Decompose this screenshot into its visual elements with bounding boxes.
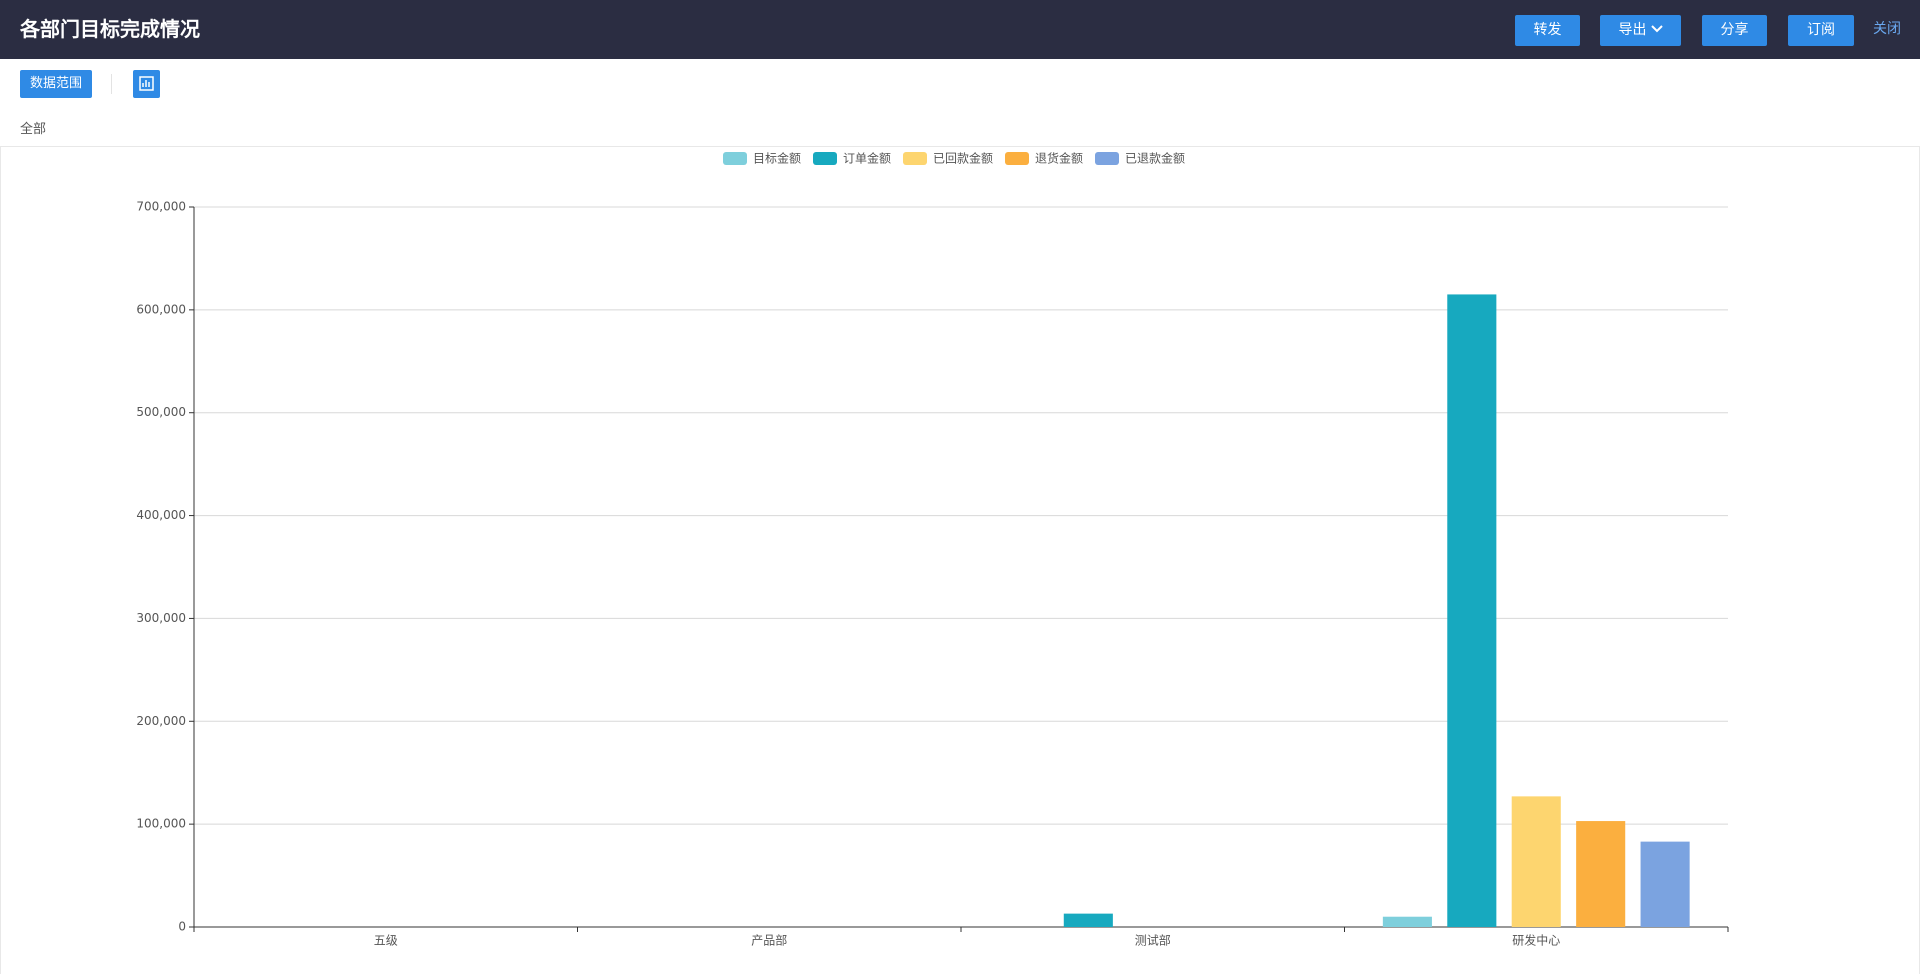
legend-label: 目标金额	[753, 151, 801, 166]
legend-swatch	[903, 152, 927, 165]
legend-label: 已回款金额	[933, 151, 993, 166]
y-tick-label: 0	[178, 920, 186, 934]
legend-label: 订单金额	[843, 151, 891, 166]
y-tick-label: 100,000	[136, 817, 186, 831]
x-tick-label: 测试部	[1135, 933, 1171, 948]
legend-swatch	[813, 152, 837, 165]
x-tick-label: 五级	[374, 934, 398, 948]
close-link[interactable]: 关闭	[1873, 21, 1901, 37]
bar	[1382, 916, 1432, 927]
y-tick-label: 700,000	[136, 200, 186, 214]
legend-swatch	[1095, 152, 1119, 165]
legend-label: 已退款金额	[1125, 151, 1185, 166]
scope-label: 全部	[20, 122, 47, 137]
bar	[1576, 821, 1626, 927]
bar	[1063, 913, 1113, 927]
y-tick-label: 400,000	[136, 508, 186, 522]
legend-swatch	[1005, 152, 1029, 165]
y-tick-label: 500,000	[136, 405, 186, 419]
bar	[1447, 294, 1497, 927]
chart-type-button[interactable]	[133, 70, 160, 98]
subscribe-button[interactable]: 订阅	[1788, 15, 1854, 46]
share-button[interactable]: 分享	[1702, 15, 1767, 46]
chart-icon	[139, 76, 154, 91]
legend-swatch	[723, 152, 747, 165]
chart-panel: 0 100,000 200,000 300,000 400,000 500,000 600,…	[0, 146, 1920, 974]
chevron-icon	[1650, 25, 1663, 33]
legend-label: 退货金额	[1035, 151, 1083, 166]
header: 各部门目标完成情况 转发 导出 分享 订阅 关闭	[0, 0, 1920, 59]
bar	[1640, 841, 1690, 927]
y-tick-label: 600,000	[136, 302, 186, 316]
page-title: 各部门目标完成情况	[20, 17, 200, 41]
x-tick-label: 研发中心	[1512, 933, 1560, 948]
y-tick-label: 200,000	[136, 714, 186, 728]
range-button[interactable]: 数据范围	[20, 70, 92, 98]
bar	[1511, 796, 1561, 927]
separator	[111, 74, 112, 94]
export-button[interactable]: 导出	[1600, 15, 1681, 46]
export-label: 导出	[1618, 22, 1647, 38]
x-tick-label: 产品部	[751, 933, 787, 948]
y-tick-label: 300,000	[136, 611, 186, 625]
chart: 0 100,000 200,000 300,000 400,000 500,000 600,…	[136, 151, 1729, 948]
forward-button[interactable]: 转发	[1515, 15, 1580, 46]
